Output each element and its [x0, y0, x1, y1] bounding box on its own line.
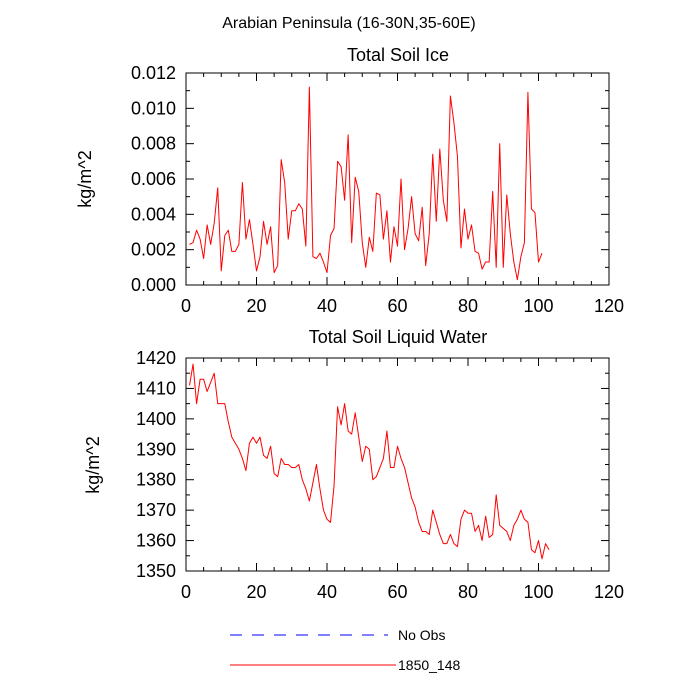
soil-ice-x-tick-label: 120 — [594, 296, 624, 316]
soil-ice-y-tick-label: 0.000 — [131, 275, 176, 295]
soil-ice-series-line — [189, 86, 543, 281]
soil-liquid-water-y-axis-label: kg/m^2 — [83, 436, 103, 493]
soil-ice-x-tick-label: 60 — [387, 296, 407, 316]
soil-ice-x-tick-label: 100 — [523, 296, 553, 316]
legend-1850-148-label: 1850_148 — [398, 657, 461, 673]
soil-ice-y-tick-label: 0.008 — [131, 134, 176, 154]
soil-liquid-water-y-tick-label: 1410 — [136, 378, 176, 398]
soil-liquid-water-y-tick-label: 1360 — [136, 531, 176, 551]
soil-liquid-water-x-tick-label: 100 — [523, 582, 553, 602]
soil-liquid-water-axes: 0 20 40 60 80 100 120 1350 1360 1370 1380 1390 1400 1… — [136, 348, 624, 602]
soil-liquid-water-y-tick-label: 1420 — [136, 348, 176, 368]
soil-liquid-water-y-tick-label: 1390 — [136, 439, 176, 459]
soil-liquid-water-y-tick-label: 1350 — [136, 561, 176, 581]
soil-liquid-water-x-tick-label: 60 — [387, 582, 407, 602]
soil-ice-title: Total Soil Ice — [347, 45, 449, 65]
soil-ice-y-tick-label: 0.004 — [131, 204, 176, 224]
legend-no-obs-label: No Obs — [398, 627, 445, 643]
soil-liquid-water-x-tick-label: 0 — [181, 582, 191, 602]
soil-liquid-water-y-tick-label: 1370 — [136, 500, 176, 520]
soil-liquid-water-panel: Total Soil Liquid Water kg/m^2 0 20 40 60 80… — [83, 327, 624, 602]
soil-liquid-water-x-tick-label: 20 — [246, 582, 266, 602]
soil-ice-x-tick-label: 0 — [181, 296, 191, 316]
soil-ice-y-tick-label: 0.002 — [131, 240, 176, 260]
soil-liquid-water-title: Total Soil Liquid Water — [309, 327, 487, 347]
soil-liquid-water-series — [189, 363, 550, 560]
soil-liquid-water-series-line — [189, 363, 550, 560]
soil-ice-panel: Total Soil Ice kg/m^2 0 20 40 60 80 100 120 0.0… — [75, 45, 624, 316]
soil-liquid-water-y-tick-label: 1400 — [136, 409, 176, 429]
soil-ice-y-tick-label: 0.012 — [131, 63, 176, 83]
soil-liquid-water-x-tick-label: 120 — [594, 582, 624, 602]
soil-ice-y-tick-label: 0.006 — [131, 169, 176, 189]
figure-title: Arabian Peninsula (16-30N,35-60E) — [222, 15, 475, 32]
soil-liquid-water-y-tick-label: 1380 — [136, 470, 176, 490]
soil-ice-y-axis-label: kg/m^2 — [75, 150, 95, 207]
soil-ice-axes: 0 20 40 60 80 100 120 0.000 0.002 0.004 0.006 0.008… — [131, 63, 624, 316]
soil-ice-y-tick-label: 0.010 — [131, 98, 176, 118]
soil-ice-x-tick-label: 80 — [458, 296, 478, 316]
soil-ice-x-tick-label: 20 — [246, 296, 266, 316]
soil-ice-series — [189, 86, 543, 281]
soil-ice-x-tick-label: 40 — [317, 296, 337, 316]
legend: No Obs 1850_148 — [230, 627, 461, 673]
soil-liquid-water-x-tick-label: 40 — [317, 582, 337, 602]
soil-liquid-water-x-tick-label: 80 — [458, 582, 478, 602]
soil-ice-plot-frame — [185, 72, 610, 286]
soil-liquid-water-plot-frame — [185, 357, 610, 572]
